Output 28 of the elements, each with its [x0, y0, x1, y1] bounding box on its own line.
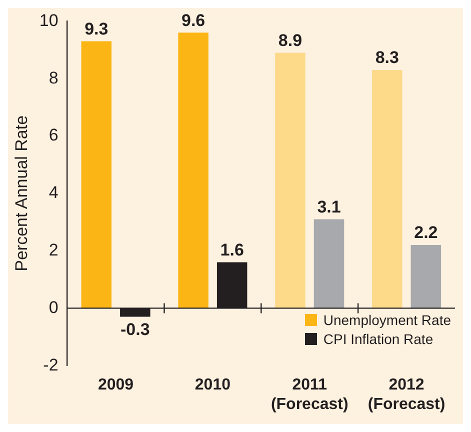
- data-label: 3.1: [317, 197, 341, 216]
- y-tick-label: 6: [48, 126, 58, 145]
- x-tick-label: 2011 (Forecast): [270, 376, 348, 413]
- data-label: 9.6: [181, 10, 206, 30]
- data-label: 8.9: [278, 30, 302, 50]
- y-tick-label: -2: [43, 355, 58, 374]
- x-tick-label: 2009: [98, 376, 134, 394]
- y-tick-label: 0: [48, 298, 58, 317]
- data-label: 2.2: [414, 223, 438, 242]
- y-tick-label: 2: [48, 240, 58, 260]
- bar: [372, 70, 402, 308]
- bar: [178, 32, 208, 308]
- x-tick-label: 2012 (Forecast): [368, 376, 446, 413]
- data-label: 1.6: [220, 240, 244, 260]
- data-label: -0.3: [120, 320, 150, 339]
- bar: [314, 219, 344, 308]
- y-axis-title: Percent Annual Rate: [12, 115, 31, 272]
- y-tick-label: 8: [48, 68, 58, 88]
- bar: [275, 52, 306, 308]
- y-tick-label: 4: [48, 183, 58, 202]
- x-tick-label: 2010: [194, 376, 231, 394]
- bar: [410, 245, 442, 308]
- y-tick-label: 10: [39, 10, 58, 30]
- bar: [81, 41, 112, 308]
- legend-label: CPI Inflation Rate: [323, 331, 434, 347]
- data-label: 9.3: [84, 19, 108, 38]
- legend-label: Unemployment Rate: [323, 312, 451, 328]
- data-label: 8.3: [375, 48, 399, 68]
